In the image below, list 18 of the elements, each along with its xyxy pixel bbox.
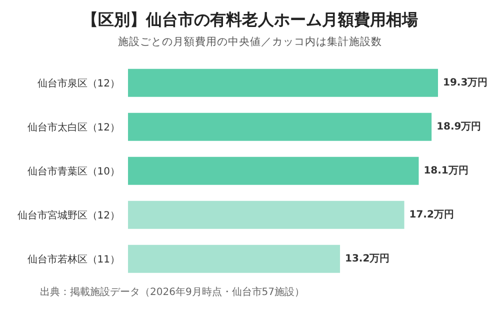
data-label: 13.2万円 (345, 253, 390, 264)
source-note: 出典：掲載施設データ（2026年9月時点・仙台市57施設） (40, 286, 305, 299)
y-tick-label: 仙台市若林区（11） (27, 254, 120, 266)
bar (128, 156, 419, 185)
chart-subtitle: 施設ごとの月額費用の中央値／カッコ内は集計施設数 (117, 35, 383, 49)
bar (128, 200, 404, 229)
data-label: 17.2万円 (409, 209, 454, 220)
y-tick-label: 仙台市青葉区（10） (27, 166, 120, 178)
y-tick-label: 仙台市太白区（12） (27, 122, 120, 134)
bar (128, 244, 340, 273)
bar (128, 68, 438, 97)
y-tick-label: 仙台市宮城野区（12） (17, 210, 120, 222)
y-tick-label: 仙台市泉区（12） (37, 78, 120, 90)
chart-title: 【区別】仙台市の有料老人ホーム月額費用相場 (81, 10, 419, 31)
data-label: 18.9万円 (436, 121, 482, 132)
data-label: 19.3万円 (443, 77, 488, 88)
data-label: 18.1万円 (424, 165, 468, 176)
bar (128, 112, 432, 141)
